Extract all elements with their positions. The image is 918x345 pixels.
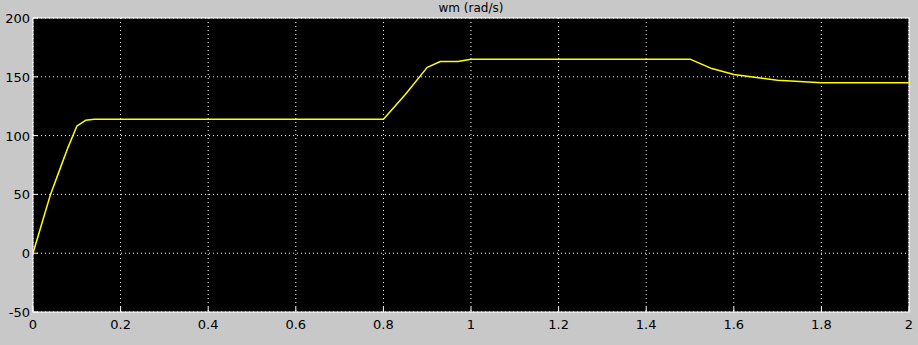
grid-line xyxy=(821,18,822,312)
x-tick-label: 1.2 xyxy=(548,317,569,332)
grid-line xyxy=(558,18,559,312)
grid-line xyxy=(733,18,734,312)
tick xyxy=(646,307,647,312)
y-tick-label: 50 xyxy=(13,187,30,202)
plot-area xyxy=(33,18,909,312)
x-tick-label: 1.8 xyxy=(811,317,832,332)
frame xyxy=(33,18,909,312)
line xyxy=(33,59,909,253)
x-tick-label: 0.4 xyxy=(198,317,219,332)
grid-line xyxy=(33,253,909,254)
x-tick-label: 1.6 xyxy=(723,317,744,332)
series-group xyxy=(33,59,909,253)
tick xyxy=(33,194,38,195)
grid-line xyxy=(120,18,121,312)
tick xyxy=(733,307,734,312)
tick xyxy=(33,135,38,136)
y-tick-label: -50 xyxy=(9,305,30,320)
title: wm (rad/s) xyxy=(439,1,504,15)
x-tick-label: 0.2 xyxy=(110,317,131,332)
grid-line xyxy=(208,18,209,312)
grid-line xyxy=(33,76,909,77)
tick xyxy=(120,307,121,312)
x-tick-label: 0.8 xyxy=(373,317,394,332)
x-tick-label: 0.6 xyxy=(285,317,306,332)
grid-line xyxy=(33,194,909,195)
grid-line xyxy=(471,18,472,312)
tick xyxy=(295,307,296,312)
y-tick-label: 0 xyxy=(22,246,30,261)
tick xyxy=(471,307,472,312)
x-tick-label: 2 xyxy=(905,317,913,332)
tick xyxy=(383,307,384,312)
tick xyxy=(558,307,559,312)
grid-line xyxy=(33,135,909,136)
background xyxy=(0,0,918,345)
tick xyxy=(821,307,822,312)
tick xyxy=(33,76,38,77)
x-tick-label: 1.4 xyxy=(636,317,657,332)
grid-line xyxy=(383,18,384,312)
grid-line xyxy=(295,18,296,312)
y-tick-label: 200 xyxy=(5,11,30,26)
x-tick-label: 0 xyxy=(29,317,37,332)
y-tick-label: 150 xyxy=(5,70,30,85)
y-tick-label: 100 xyxy=(5,129,30,144)
chart: wm (rad/s) 0 0.2 0.4 0.6 0.8 1 1.2 1.4 1.6 1.8 2 -50… xyxy=(0,0,918,345)
tick xyxy=(208,307,209,312)
grid-line xyxy=(646,18,647,312)
x-tick-label: 1 xyxy=(467,317,475,332)
